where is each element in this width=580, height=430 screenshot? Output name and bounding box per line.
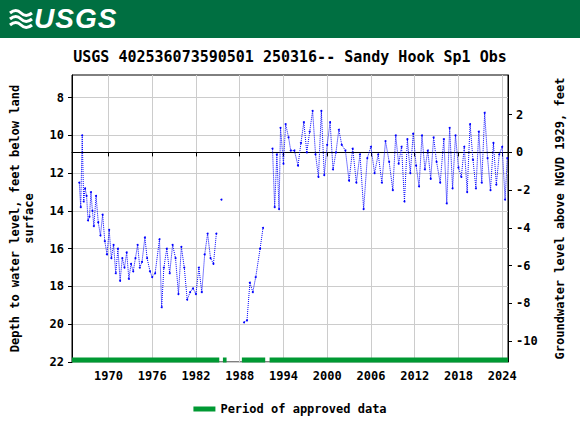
svg-text:2012: 2012: [400, 369, 429, 383]
svg-text:2: 2: [516, 108, 523, 122]
svg-text:2000: 2000: [313, 369, 342, 383]
svg-text:14: 14: [50, 204, 64, 218]
svg-text:-6: -6: [516, 259, 530, 273]
html-text:USGS: USGS: [34, 3, 118, 34]
svg-text:10: 10: [50, 128, 64, 142]
svg-text:surface: surface: [22, 193, 36, 244]
svg-text:2006: 2006: [356, 369, 385, 383]
svg-text:18: 18: [50, 279, 64, 293]
svg-text:-4: -4: [516, 221, 530, 235]
svg-text:1976: 1976: [138, 369, 167, 383]
svg-text:16: 16: [50, 242, 64, 256]
svg-text:1994: 1994: [269, 369, 298, 383]
svg-text:12: 12: [50, 166, 64, 180]
svg-text:Groundwater level above NGVD 1: Groundwater level above NGVD 1929, feet: [553, 78, 567, 360]
svg-text:2018: 2018: [444, 369, 473, 383]
svg-text:8: 8: [57, 91, 64, 105]
svg-text:1982: 1982: [181, 369, 210, 383]
svg-text:Period of approved data: Period of approved data: [220, 402, 386, 416]
svg-text:2024: 2024: [488, 369, 517, 383]
svg-text:20: 20: [50, 317, 64, 331]
svg-text:1988: 1988: [225, 369, 254, 383]
svg-text:-8: -8: [516, 296, 530, 310]
svg-text:USGS 402536073590501 250316--: USGS 402536073590501 250316-- Sandy Hook…: [73, 48, 506, 66]
svg-text:Depth to water level, feet bel: Depth to water level, feet below land: [8, 85, 22, 352]
svg-text:-10: -10: [516, 334, 538, 348]
svg-text:1970: 1970: [94, 369, 123, 383]
svg-text:-2: -2: [516, 183, 530, 197]
svg-text:0: 0: [516, 145, 523, 159]
svg-text:22: 22: [50, 355, 64, 369]
